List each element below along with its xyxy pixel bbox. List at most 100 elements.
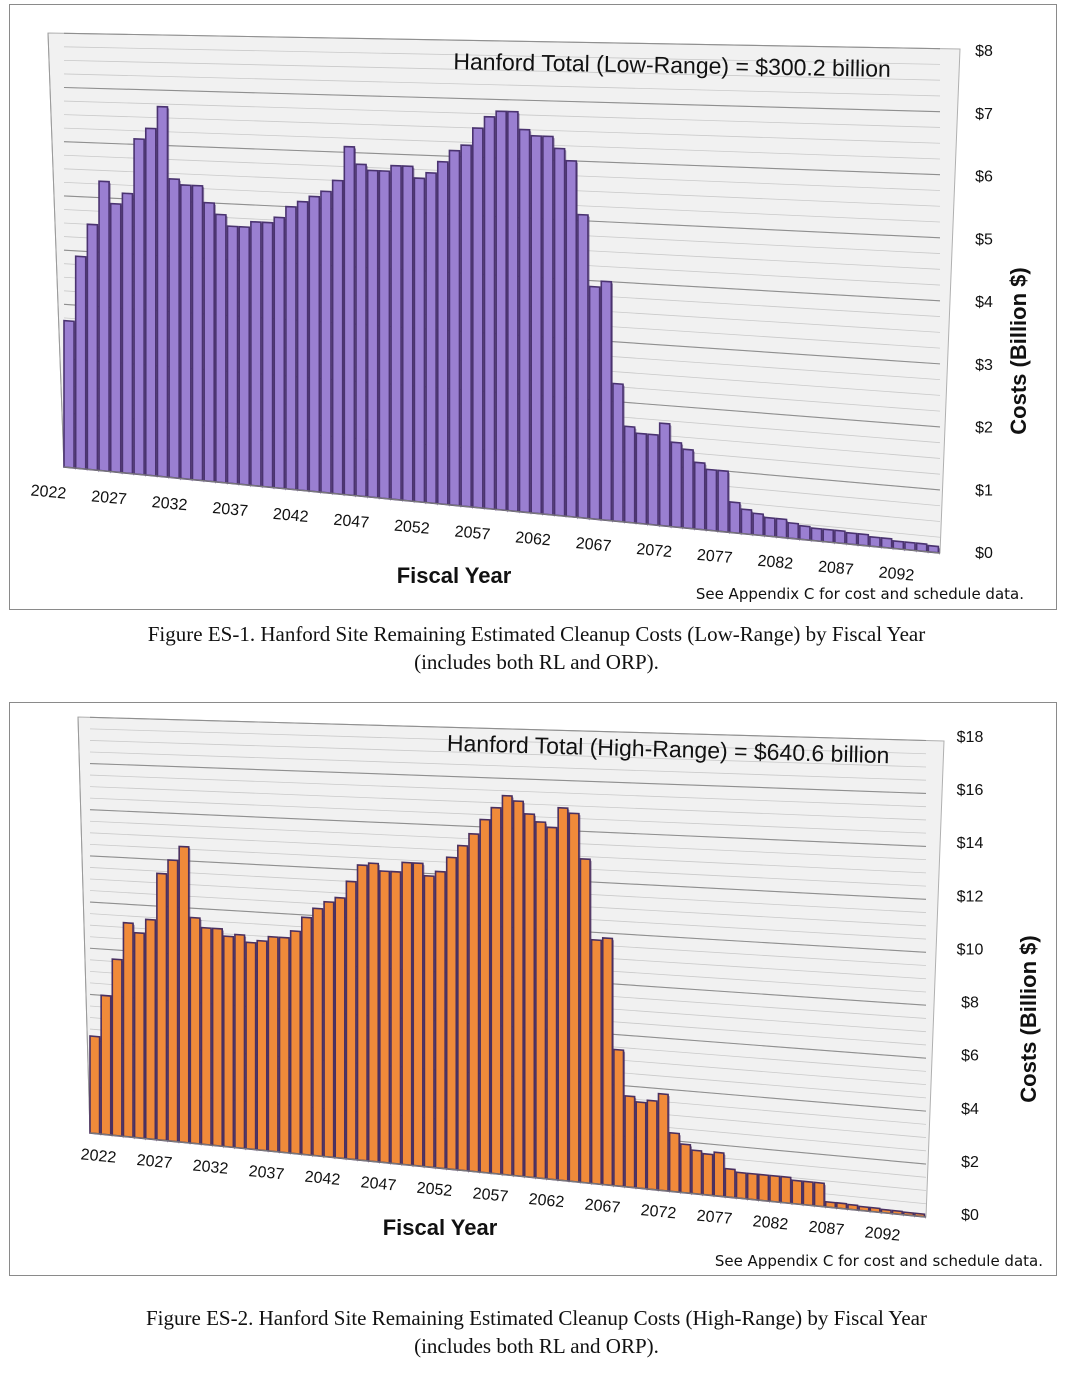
bar	[588, 285, 601, 521]
major-gridline	[89, 716, 927, 742]
y-tick-label: $8	[961, 995, 979, 1012]
bar	[425, 171, 437, 505]
bar	[579, 857, 591, 1185]
y-tick-label: $10	[957, 941, 984, 958]
x-tick-label: 2047	[360, 1174, 397, 1194]
bar	[308, 195, 321, 493]
bar	[215, 213, 227, 484]
x-tick-label: 2067	[584, 1196, 621, 1216]
bar	[234, 933, 246, 1150]
x-tick-label: 2042	[272, 506, 309, 526]
x-tick-label: 2027	[136, 1152, 173, 1172]
bar	[740, 508, 753, 536]
bar	[100, 994, 112, 1136]
bar	[822, 528, 835, 544]
figure-caption-low: Figure ES-1. Hanford Site Remaining Esti…	[0, 620, 1073, 676]
appendix-note: See Appendix C for cost and schedule dat…	[714, 1252, 1043, 1270]
figure-low-range: $0 $1 $2 $3 $4 $5 $6 $7 $8 2022 2027 2032 2037 2042 20…	[9, 4, 1057, 610]
bar	[880, 537, 893, 550]
bar	[109, 202, 122, 474]
bar	[356, 864, 368, 1162]
bar	[273, 216, 286, 490]
x-tick-label: 2072	[640, 1202, 677, 1222]
bar	[557, 806, 569, 1182]
y-tick-label: $6	[975, 169, 993, 186]
bar	[122, 921, 134, 1139]
y-tick-label: $8	[975, 43, 993, 60]
bar	[780, 1175, 792, 1205]
bar	[63, 319, 75, 469]
caption-line-1: Figure ES-1. Hanford Site Remaining Esti…	[147, 622, 926, 646]
y-tick-label: $4	[975, 294, 993, 311]
x-tick-label: 2062	[514, 529, 551, 549]
y-tick-label: $16	[957, 782, 984, 799]
bar	[623, 425, 636, 524]
y-tick-label: $2	[961, 1154, 979, 1171]
bar	[668, 1131, 681, 1194]
bar	[331, 179, 344, 496]
bar	[436, 160, 449, 506]
bar	[226, 225, 239, 485]
bar	[323, 900, 335, 1159]
bar	[390, 870, 402, 1166]
bar	[590, 938, 602, 1186]
bar	[320, 190, 332, 495]
bar	[412, 862, 424, 1168]
bar	[445, 856, 458, 1171]
bar	[133, 931, 145, 1140]
bar	[612, 382, 624, 523]
bar	[746, 1172, 759, 1201]
bar	[460, 144, 472, 508]
figure-caption-high: Figure ES-2. Hanford Site Remaining Esti…	[0, 1304, 1073, 1360]
x-tick-label: 2087	[817, 559, 854, 579]
x-tick-label: 2032	[151, 494, 188, 514]
bar	[267, 935, 279, 1153]
bar	[735, 1171, 747, 1200]
bar	[757, 1173, 770, 1203]
minor-gridline	[89, 740, 927, 768]
x-tick-label: 2072	[636, 541, 673, 561]
bar	[845, 531, 858, 546]
x-axis-line	[63, 466, 941, 554]
bar	[479, 818, 491, 1175]
major-gridline	[89, 762, 927, 794]
bar	[89, 1035, 101, 1135]
bars	[89, 794, 926, 1219]
bar	[191, 184, 204, 482]
bar	[834, 529, 846, 545]
x-tick-label: 2082	[757, 553, 794, 573]
bar	[635, 1100, 647, 1190]
bar	[501, 794, 513, 1177]
x-tick-label: 2042	[304, 1169, 341, 1189]
bar	[156, 105, 169, 479]
bar	[799, 524, 811, 542]
bar	[490, 806, 502, 1176]
bar	[702, 1152, 714, 1197]
wall-left-edge	[47, 32, 65, 468]
x-axis: 2022 2027 2032 2037 2042 2047 2052 2057 2062 2067…	[80, 1146, 901, 1244]
bar	[705, 468, 718, 532]
bar	[180, 184, 192, 481]
x-axis-title: Fiscal Year	[383, 1215, 498, 1240]
x-tick-label: 2037	[248, 1163, 285, 1183]
bar	[600, 280, 613, 522]
x-tick-label: 2067	[575, 535, 612, 555]
bar	[791, 1179, 803, 1206]
y-tick-label: $3	[975, 357, 993, 374]
bar	[483, 115, 496, 511]
chart-high-range: $0 $2 $4 $6 $8 $10 $12 $14 $16 $18 2022 2027 2032 203…	[77, 716, 1041, 1245]
bar	[787, 521, 800, 540]
bar	[518, 128, 531, 514]
bar	[189, 916, 201, 1145]
bar	[691, 1149, 703, 1196]
bar	[74, 255, 87, 471]
wall-left-edge	[77, 716, 91, 1134]
x-tick-label: 2057	[472, 1185, 509, 1205]
minor-gridline	[63, 73, 941, 97]
bar	[86, 223, 99, 472]
bar	[869, 535, 881, 548]
x-tick-label: 2077	[696, 547, 733, 567]
x-tick-label: 2047	[333, 512, 370, 532]
bar	[658, 422, 671, 528]
y-tick-label: $5	[975, 231, 993, 248]
